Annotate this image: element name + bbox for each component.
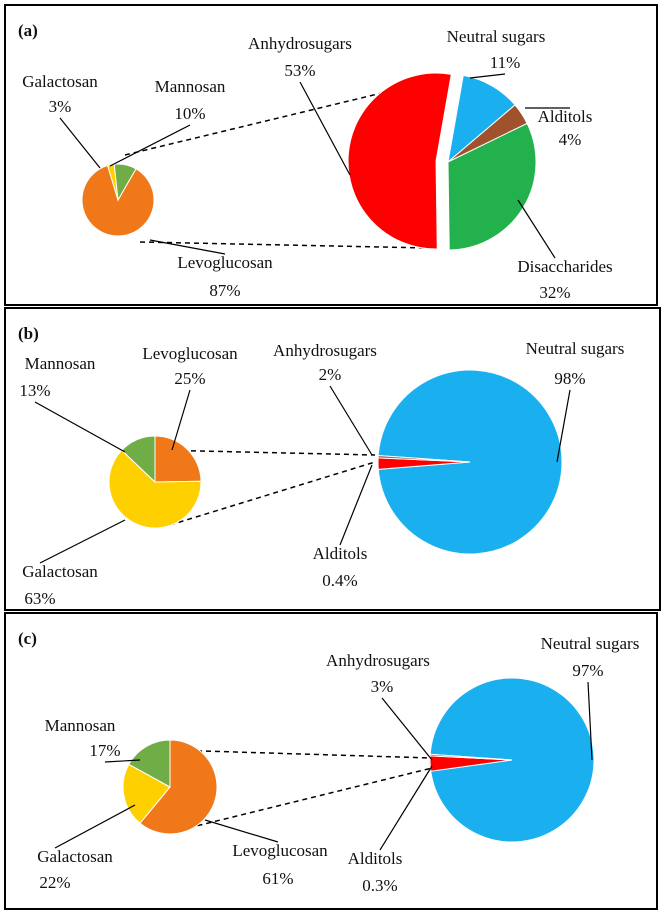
slice-value: 0.3%: [362, 876, 397, 895]
slice-value: 53%: [284, 61, 315, 80]
pie-slice: [122, 763, 171, 824]
pie-slice: [347, 72, 452, 250]
leader-line: [149, 239, 226, 255]
leader-line: [299, 81, 351, 176]
leader-line: [587, 681, 593, 761]
slice-value: 63%: [24, 589, 55, 608]
panel-border: [4, 307, 661, 611]
leader-line: [171, 389, 191, 451]
slice-value: 13%: [19, 381, 50, 400]
slice-value: 3%: [371, 677, 394, 696]
pie-slice: [429, 677, 595, 843]
pie-slice: [139, 739, 218, 835]
slice-value: 61%: [262, 869, 293, 888]
leader-line: [104, 759, 141, 763]
pie-slice: [429, 753, 513, 761]
connector: [169, 749, 433, 759]
pie-slice: [377, 369, 563, 555]
slice-value: 97%: [572, 661, 603, 680]
slice-name: Neutral sugars: [541, 634, 640, 653]
slice-name: Neutral sugars: [526, 339, 625, 358]
slice-name: Galactosan: [22, 562, 98, 581]
leader-line: [54, 804, 136, 849]
leader-line: [556, 389, 571, 463]
slice-name: Alditols: [538, 107, 593, 126]
slice-value: 87%: [209, 281, 240, 300]
slice-name: Neutral sugars: [447, 27, 546, 46]
slice-value: 98%: [554, 369, 585, 388]
slice-name: Levoglucosan: [142, 344, 238, 363]
panel-border: [4, 4, 658, 306]
leader-line: [59, 117, 101, 169]
leader-line: [379, 765, 433, 851]
slice-value: 10%: [174, 104, 205, 123]
leader-line: [517, 199, 556, 259]
slice-name: Alditols: [348, 849, 403, 868]
slice-name: Disaccharides: [517, 257, 612, 276]
slice-name: Levoglucosan: [232, 841, 328, 860]
slice-value: 3%: [49, 97, 72, 116]
connector: [179, 767, 433, 831]
leader-line: [39, 519, 126, 564]
slice-value: 2%: [319, 365, 342, 384]
pie-slice: [377, 455, 471, 463]
connector: [139, 241, 431, 249]
panel-label: (a): [18, 21, 38, 40]
panel-label: (c): [18, 629, 37, 648]
slice-name: Galactosan: [22, 72, 98, 91]
slice-value: 0.4%: [322, 571, 357, 590]
connector: [124, 84, 416, 156]
leader-line: [329, 385, 373, 456]
leader-line: [339, 464, 373, 546]
panel-border: [4, 612, 658, 910]
leader-line: [469, 73, 506, 79]
pie-slice: [154, 435, 202, 483]
slice-name: Levoglucosan: [177, 253, 273, 272]
panel-label: (b): [18, 324, 39, 343]
connector: [169, 461, 376, 526]
leader-line: [381, 697, 433, 761]
slice-name: Mannosan: [45, 716, 116, 735]
slice-name: Anhydrosugars: [326, 651, 430, 670]
slice-name: Anhydrosugars: [273, 341, 377, 360]
leader-line: [34, 401, 126, 453]
pie-slice: [128, 739, 171, 788]
slice-name: Mannosan: [25, 354, 96, 373]
slice-value: 17%: [89, 741, 120, 760]
slice-value: 11%: [490, 53, 521, 72]
slice-name: Alditols: [313, 544, 368, 563]
pie-slice: [108, 449, 202, 529]
leader-line: [204, 819, 279, 843]
connector: [154, 449, 376, 456]
slice-value: 32%: [539, 283, 570, 302]
slice-name: Galactosan: [37, 847, 113, 866]
leader-line: [109, 124, 191, 167]
slice-value: 22%: [39, 873, 70, 892]
slice-value: 25%: [174, 369, 205, 388]
slice-name: Mannosan: [155, 77, 226, 96]
slice-name: Anhydrosugars: [248, 34, 352, 53]
slice-value: 4%: [559, 130, 582, 149]
